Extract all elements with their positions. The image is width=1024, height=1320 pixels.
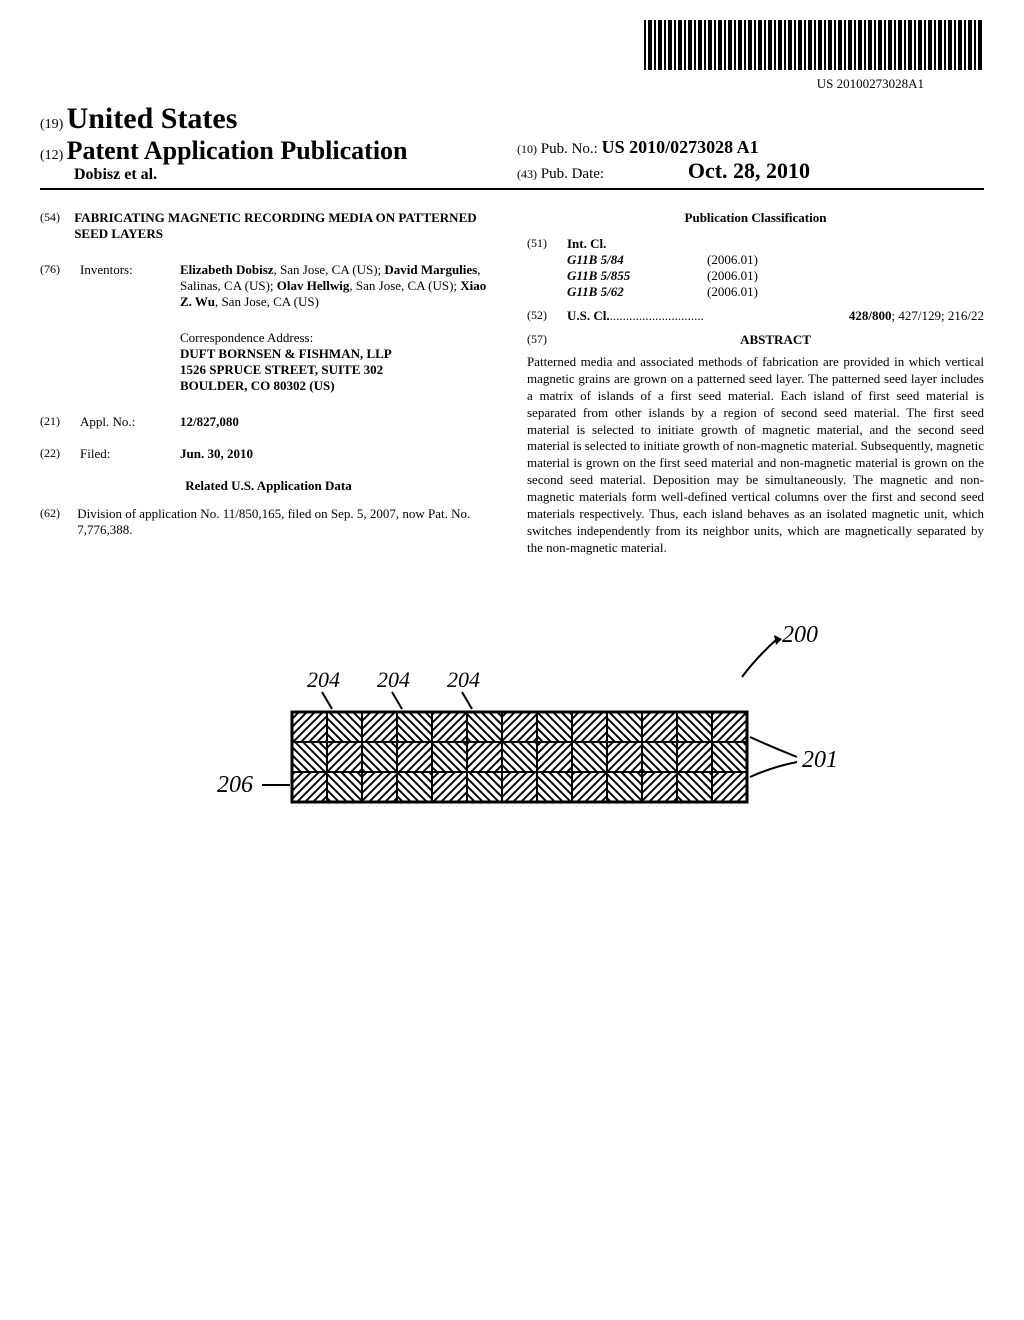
figure-layers xyxy=(292,712,747,802)
invention-title: FABRICATING MAGNETIC RECORDING MEDIA ON … xyxy=(74,210,497,242)
int-cl-year: (2006.01) xyxy=(707,252,758,268)
us-cl-dots: ............................. xyxy=(610,308,849,324)
header-left: (19) United States (12) Patent Applicati… xyxy=(40,102,507,184)
pub-type-line: (12) Patent Application Publication xyxy=(40,136,507,166)
pub-type: Patent Application Publication xyxy=(67,136,408,165)
header-right: (10) Pub. No.: US 2010/0273028 A1 (43) P… xyxy=(507,137,984,184)
int-cl: Int. Cl. G11B 5/84 (2006.01) G11B 5/855 … xyxy=(567,236,984,300)
country-name: United States xyxy=(67,102,238,135)
pub-date-label: Pub. Date: xyxy=(541,166,604,182)
us-cl-rest: ; 427/129; 216/22 xyxy=(892,308,984,323)
header-row: (19) United States (12) Patent Applicati… xyxy=(40,102,984,190)
section-57: (57) ABSTRACT xyxy=(527,332,984,348)
filed-label: Filed: xyxy=(80,446,180,462)
pub-no: US 2010/0273028 A1 xyxy=(602,137,759,157)
int-cl-year: (2006.01) xyxy=(707,268,758,284)
num-21: (21) xyxy=(40,414,80,430)
pub-class-header: Publication Classification xyxy=(527,210,984,226)
correspondence-line2: 1526 SPRUCE STREET, SUITE 302 xyxy=(180,362,497,378)
label-10: (10) xyxy=(517,142,537,156)
num-54: (54) xyxy=(40,210,74,242)
correspondence-label: Correspondence Address: xyxy=(180,330,497,346)
num-52: (52) xyxy=(527,308,567,324)
int-cl-row: G11B 5/62 (2006.01) xyxy=(567,284,984,300)
int-cl-code: G11B 5/855 xyxy=(567,268,707,284)
num-62: (62) xyxy=(40,506,77,538)
num-51: (51) xyxy=(527,236,567,300)
int-cl-year: (2006.01) xyxy=(707,284,758,300)
section-52: (52) U.S. Cl. ..........................… xyxy=(527,308,984,324)
country-line: (19) United States xyxy=(40,102,507,136)
fig-label-204: 204 xyxy=(447,667,480,692)
fig-label-204: 204 xyxy=(307,667,340,692)
pub-date-line: (43) Pub. Date: Oct. 28, 2010 xyxy=(517,158,984,184)
col-left: (54) FABRICATING MAGNETIC RECORDING MEDI… xyxy=(40,210,497,557)
inventor-name: David Margulies xyxy=(384,262,477,277)
int-cl-code: G11B 5/62 xyxy=(567,284,707,300)
section-54: (54) FABRICATING MAGNETIC RECORDING MEDI… xyxy=(40,210,497,242)
related-text: Division of application No. 11/850,165, … xyxy=(77,506,497,538)
section-76: (76) Inventors: Elizabeth Dobisz, San Jo… xyxy=(40,262,497,310)
int-cl-code: G11B 5/84 xyxy=(567,252,707,268)
correspondence-line3: BOULDER, CO 80302 (US) xyxy=(180,378,497,394)
inventor-loc: , San Jose, CA (US); xyxy=(349,278,460,293)
correspondence-line1: DUFT BORNSEN & FISHMAN, LLP xyxy=(180,346,497,362)
us-cl-label: U.S. Cl. xyxy=(567,308,610,324)
barcode-text: US 20100273028A1 xyxy=(40,76,924,92)
appl-label: Appl. No.: xyxy=(80,414,180,430)
pub-date: Oct. 28, 2010 xyxy=(688,158,810,183)
inventors-label: Inventors: xyxy=(80,262,180,310)
appl-value: 12/827,080 xyxy=(180,414,239,430)
num-76: (76) xyxy=(40,262,80,310)
num-57: (57) xyxy=(527,332,567,348)
section-21: (21) Appl. No.: 12/827,080 xyxy=(40,414,497,430)
pub-no-line: (10) Pub. No.: US 2010/0273028 A1 xyxy=(517,137,984,158)
int-cl-row: G11B 5/855 (2006.01) xyxy=(567,268,984,284)
barcode-section: US 20100273028A1 xyxy=(40,20,984,92)
fig-label-204: 204 xyxy=(377,667,410,692)
fig-label-200: 200 xyxy=(782,622,818,648)
inventor-name: Elizabeth Dobisz xyxy=(180,262,274,277)
section-22: (22) Filed: Jun. 30, 2010 xyxy=(40,446,497,462)
filed-value: Jun. 30, 2010 xyxy=(180,446,253,462)
inventors-content: Elizabeth Dobisz, San Jose, CA (US); Dav… xyxy=(180,262,497,310)
inventor-loc: , San Jose, CA (US); xyxy=(274,262,385,277)
barcode-graphic xyxy=(644,20,984,70)
int-cl-label: Int. Cl. xyxy=(567,236,984,252)
us-cl-codes: 428/800; 427/129; 216/22 xyxy=(849,308,984,324)
inventor-loc: , San Jose, CA (US) xyxy=(215,294,319,309)
us-cl-bold: 428/800 xyxy=(849,308,892,323)
correspondence: Correspondence Address: DUFT BORNSEN & F… xyxy=(180,330,497,394)
authors: Dobisz et al. xyxy=(74,166,507,184)
label-19: (19) xyxy=(40,117,63,132)
section-62: (62) Division of application No. 11/850,… xyxy=(40,506,497,538)
fig-label-201: 201 xyxy=(802,747,838,773)
inventor-name: Olav Hellwig xyxy=(277,278,350,293)
related-header: Related U.S. Application Data xyxy=(40,478,497,494)
col-right: Publication Classification (51) Int. Cl.… xyxy=(527,210,984,557)
pub-no-label: Pub. No.: xyxy=(541,141,598,157)
figure-container: 200 204 204 204 xyxy=(40,617,984,901)
columns: (54) FABRICATING MAGNETIC RECORDING MEDI… xyxy=(40,210,984,557)
int-cl-row: G11B 5/84 (2006.01) xyxy=(567,252,984,268)
fig-label-206: 206 xyxy=(217,772,253,798)
label-12: (12) xyxy=(40,148,63,163)
abstract-text: Patterned media and associated methods o… xyxy=(527,354,984,557)
abstract-label: ABSTRACT xyxy=(567,332,984,348)
patent-figure: 200 204 204 204 xyxy=(162,617,862,897)
num-22: (22) xyxy=(40,446,80,462)
section-51: (51) Int. Cl. G11B 5/84 (2006.01) G11B 5… xyxy=(527,236,984,300)
label-43: (43) xyxy=(517,167,537,181)
